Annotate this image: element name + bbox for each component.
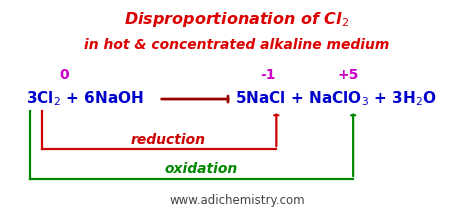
Text: oxidation: oxidation <box>164 162 237 176</box>
Text: 5NaCl + NaClO$_3$ + 3H$_2$O: 5NaCl + NaClO$_3$ + 3H$_2$O <box>235 90 437 108</box>
Text: +5: +5 <box>337 68 359 82</box>
Text: -1: -1 <box>260 68 275 82</box>
Text: Disproportionation of Cl$_2$: Disproportionation of Cl$_2$ <box>124 10 350 29</box>
Text: 3Cl$_2$ + 6NaOH: 3Cl$_2$ + 6NaOH <box>26 90 144 108</box>
Text: in hot & concentrated alkaline medium: in hot & concentrated alkaline medium <box>84 38 390 52</box>
Text: reduction: reduction <box>131 132 206 147</box>
Text: 0: 0 <box>59 68 69 82</box>
Text: www.adichemistry.com: www.adichemistry.com <box>169 194 305 207</box>
